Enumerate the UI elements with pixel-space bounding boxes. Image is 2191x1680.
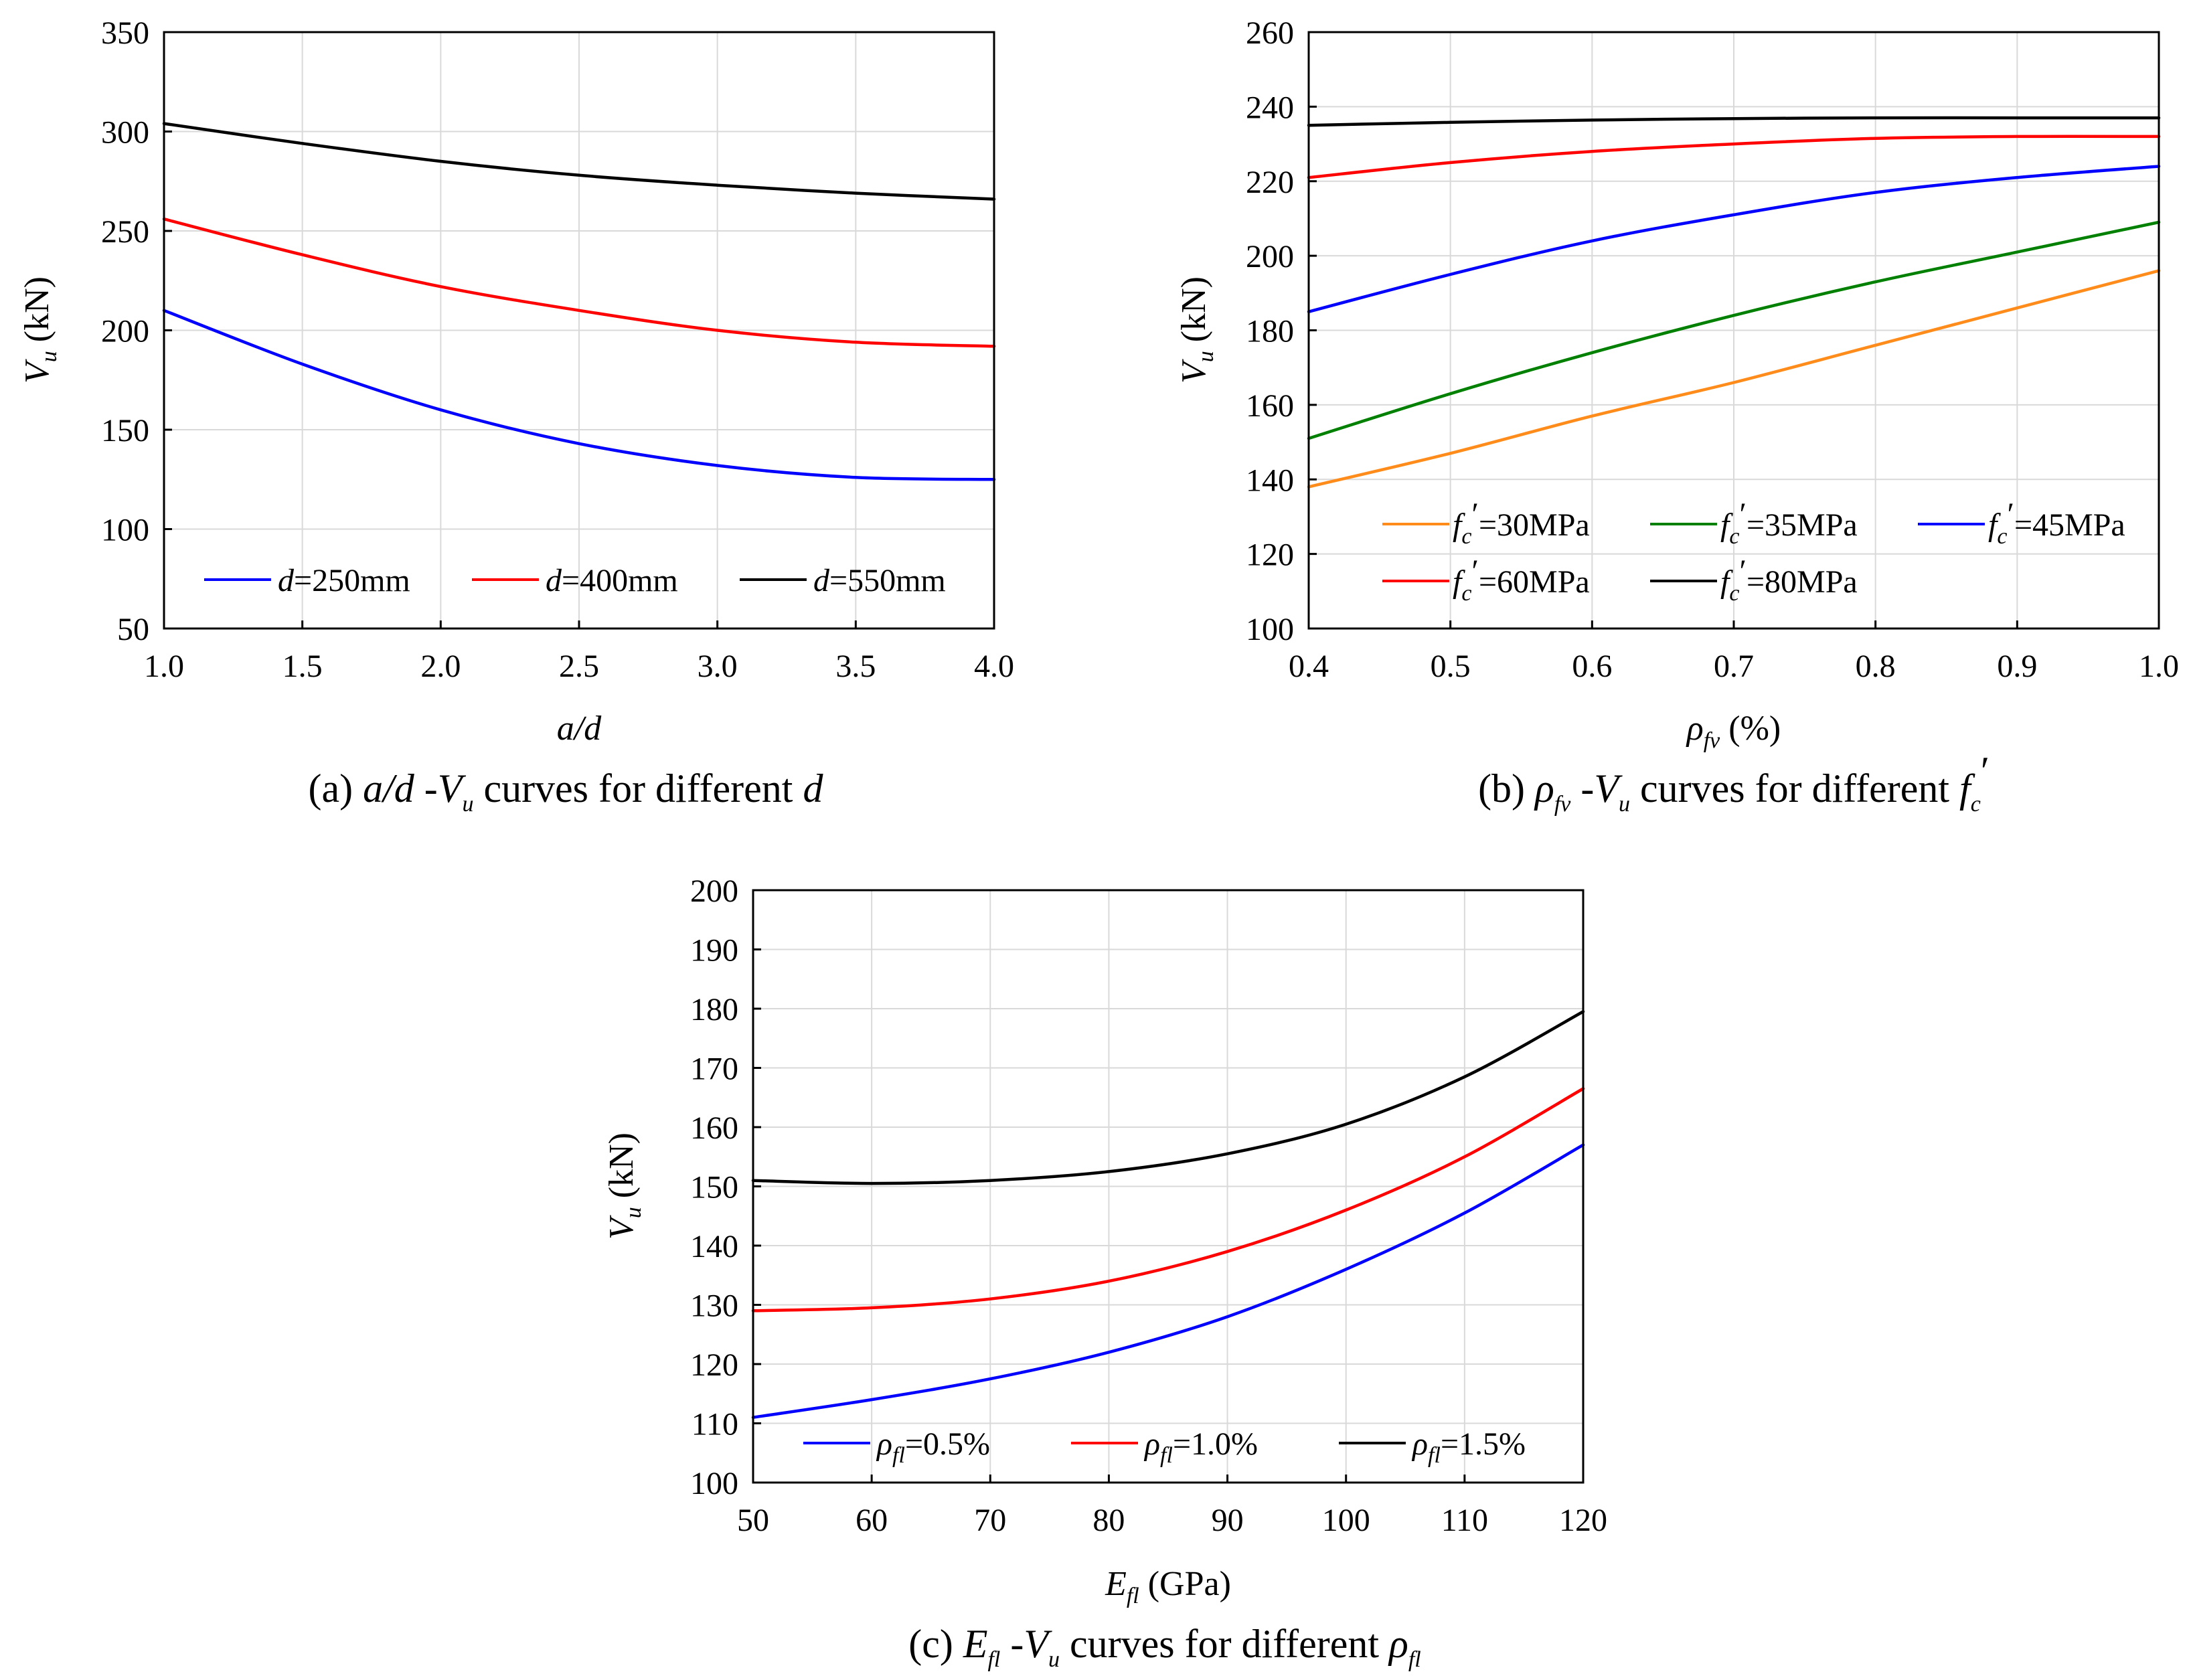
panel-a-x-axis-title: a/d — [557, 709, 602, 748]
panel-a-x-tick-label: 2.5 — [559, 649, 599, 684]
panel-c-y-tick-label: 160 — [690, 1110, 738, 1146]
panel-a-y-tick-label: 350 — [101, 15, 149, 51]
panel-b-x-tick-label: 1.0 — [2139, 649, 2179, 684]
panel-c-tick-labels: 50 60 70 80 90 100 110 120 100 110 120 130 140 150 160… — [690, 873, 1607, 1538]
panel-b-y-tick-label: 160 — [1246, 388, 1294, 424]
panel-c-series-line-1 — [751, 1087, 1585, 1313]
panel-c-series-line-2 — [751, 1010, 1585, 1185]
panel-c-y-tick-label: 110 — [692, 1407, 738, 1442]
panel-a-y-tick-label: 250 — [101, 214, 149, 250]
panel-c-x-tick-label: 100 — [1322, 1503, 1370, 1538]
panel-a-x-tick-label: 1.5 — [282, 649, 323, 684]
panel-b-chart: 0.4 0.5 0.6 0.7 0.8 0.9 1.0 100 120 140 160 180 200 2… — [1175, 15, 2179, 817]
panel-c-x-tick-label: 90 — [1212, 1503, 1244, 1538]
panel-c-grid — [753, 890, 1583, 1483]
panel-a-series-line-2 — [162, 122, 996, 201]
panel-b-y-tick-label: 240 — [1246, 90, 1294, 125]
panel-c-caption: (c) Efl -Vu curves for different ρfl — [908, 1622, 1421, 1672]
panel-c-series-lines — [751, 1010, 1585, 1419]
panel-a-legend: d=250mm d=400mm d=550mm — [204, 563, 946, 598]
panel-b-y-tick-label: 100 — [1246, 612, 1294, 647]
legend-label-d550: d=550mm — [813, 563, 946, 598]
panel-b-series-line-2 — [1307, 165, 2161, 313]
legend-label-fc35: fc′=35MPa — [1720, 497, 1858, 549]
panel-c-x-tick-label: 70 — [974, 1503, 1006, 1538]
panel-b-series-line-3 — [1307, 135, 2161, 179]
panel-c-x-tick-label: 80 — [1092, 1503, 1125, 1538]
panel-a-y-axis-title: Vu (kN) — [18, 276, 62, 384]
panel-c-y-tick-label: 100 — [690, 1466, 738, 1501]
panel-b-tick-labels: 0.4 0.5 0.6 0.7 0.8 0.9 1.0 100 120 140 160 180 200 2… — [1246, 15, 2179, 684]
panel-b-y-tick-label: 200 — [1246, 239, 1294, 274]
panel-b-legend: fc′=30MPa fc′=35MPa fc′=45MPa fc′=60MPa … — [1382, 497, 2125, 606]
panel-a-series-lines — [162, 122, 996, 481]
panel-c-x-tick-label: 50 — [737, 1503, 769, 1538]
panel-b-y-tick-label: 220 — [1246, 165, 1294, 200]
panel-b-series-line-4 — [1307, 116, 2161, 127]
panel-a-x-tick-label: 2.0 — [420, 649, 461, 684]
legend-label-rho05: ρfl=0.5% — [876, 1426, 990, 1468]
panel-a-y-tick-label: 300 — [101, 115, 149, 151]
panel-c-y-tick-label: 200 — [690, 873, 738, 909]
panel-a-tick-labels: 1.0 1.5 2.0 2.5 3.0 3.5 4.0 50 100 150 200 250 300 35… — [101, 15, 1014, 684]
legend-label-fc45: fc′=45MPa — [1988, 497, 2125, 549]
panel-b-series-line-1 — [1307, 220, 2161, 440]
panel-a-x-tick-label: 4.0 — [974, 649, 1014, 684]
panel-a-x-tick-label: 3.5 — [835, 649, 876, 684]
panel-b-x-tick-label: 0.7 — [1714, 649, 1754, 684]
panel-c-y-tick-label: 150 — [690, 1170, 738, 1205]
panel-c-series-line-0 — [751, 1143, 1585, 1419]
panel-a-y-tick-label: 100 — [101, 513, 149, 548]
legend-label-fc30: fc′=30MPa — [1453, 497, 1590, 549]
panel-b-caption: (b) ρfv -Vu curves for different fc′ — [1478, 749, 1990, 817]
panel-c-y-axis-title: Vu (kN) — [602, 1132, 646, 1240]
panel-b-grid — [1309, 32, 2159, 628]
legend-label-rho10: ρfl=1.0% — [1143, 1426, 1258, 1468]
panel-b-y-tick-label: 140 — [1246, 463, 1294, 498]
panel-b-x-tick-label: 0.5 — [1431, 649, 1471, 684]
panel-c-y-tick-label: 130 — [690, 1288, 738, 1324]
panel-a-chart: 1.0 1.5 2.0 2.5 3.0 3.5 4.0 50 100 150 200 250 300 35… — [18, 15, 1014, 817]
panel-b-x-tick-label: 0.8 — [1856, 649, 1896, 684]
panel-b-series-line-0 — [1307, 269, 2161, 489]
panel-c-legend: ρfl=0.5% ρfl=1.0% ρfl=1.5% — [803, 1426, 1526, 1468]
panel-c-x-tick-label: 120 — [1559, 1503, 1607, 1538]
panel-b-y-tick-label: 260 — [1246, 15, 1294, 51]
panel-c-x-tick-label: 60 — [856, 1503, 888, 1538]
panel-b-x-tick-label: 0.9 — [1997, 649, 2037, 684]
panel-b-x-tick-label: 0.4 — [1289, 649, 1329, 684]
panel-c-y-tick-label: 120 — [690, 1347, 738, 1383]
panel-a-x-tick-label: 3.0 — [698, 649, 738, 684]
panel-b-y-tick-label: 180 — [1246, 314, 1294, 349]
panel-c-x-axis-title: Efl (GPa) — [1105, 1565, 1231, 1608]
panel-a-y-tick-label: 50 — [117, 612, 149, 647]
panel-c-y-tick-label: 140 — [690, 1229, 738, 1264]
panel-c-x-tick-label: 110 — [1441, 1503, 1488, 1538]
panel-b-y-tick-label: 120 — [1246, 537, 1294, 573]
panel-c-y-tick-label: 190 — [690, 933, 738, 969]
legend-label-d400: d=400mm — [546, 563, 678, 598]
panel-a-y-tick-label: 200 — [101, 314, 149, 349]
panel-c-y-tick-label: 180 — [690, 992, 738, 1027]
legend-label-fc80: fc′=80MPa — [1720, 554, 1858, 606]
panel-c-chart: 50 60 70 80 90 100 110 120 100 110 120 130 140 150 160… — [602, 873, 1607, 1672]
panel-b-y-axis-title: Vu (kN) — [1175, 276, 1218, 384]
panel-a-x-tick-label: 1.0 — [144, 649, 184, 684]
panel-b-series-lines — [1307, 116, 2161, 489]
panel-b-x-axis-title: ρfv (%) — [1686, 709, 1781, 753]
panel-a-y-tick-label: 150 — [101, 413, 149, 448]
panel-a-grid — [164, 32, 994, 628]
panel-b-x-tick-label: 0.6 — [1572, 649, 1612, 684]
panel-c-y-tick-label: 170 — [690, 1052, 738, 1087]
legend-label-d250: d=250mm — [278, 563, 410, 598]
legend-label-rho15: ρfl=1.5% — [1411, 1426, 1526, 1468]
panel-a-series-line-0 — [162, 309, 996, 481]
panel-a-caption: (a) a/d -Vu curves for different d — [309, 766, 824, 817]
panel-a-series-line-1 — [162, 217, 996, 348]
